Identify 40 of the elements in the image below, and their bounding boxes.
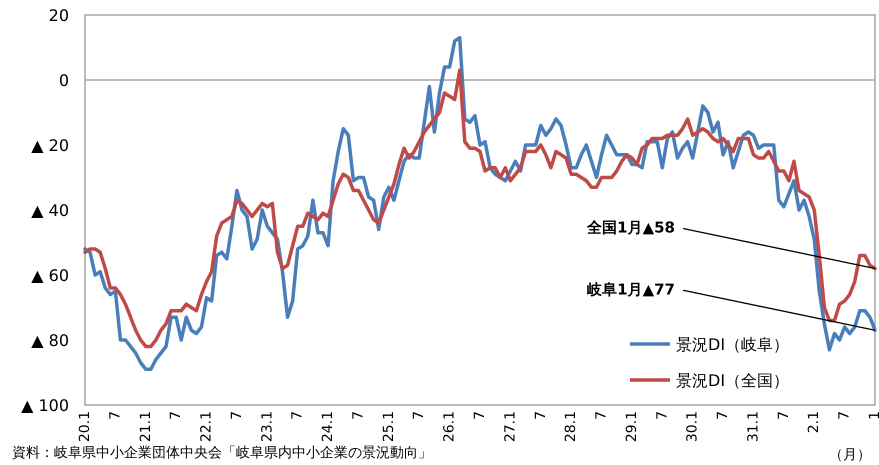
x-tick-label: 7 [836, 411, 853, 420]
x-tick-label: 27.1 [502, 411, 518, 442]
x-tick-label: 22.1 [198, 411, 215, 442]
y-tick-label: 20 [48, 6, 69, 25]
y-tick-label: ▲ 100 [21, 396, 69, 415]
x-tick-label: 26.1 [442, 411, 458, 442]
x-tick-label: 28.1 [563, 411, 580, 442]
x-tick-label: 7 [532, 411, 549, 420]
x-tick-label: 7 [411, 411, 428, 420]
x-tick-label: 7 [168, 411, 184, 420]
x-tick-label: 7 [654, 411, 670, 420]
annotation: 全国1月▲58 [586, 218, 675, 236]
y-tick-label: ▲ 20 [31, 136, 69, 155]
x-tick-label: 23.1 [259, 411, 276, 442]
annotation: 岐阜1月▲77 [587, 280, 675, 298]
text: 資料：岐阜県中小企業団体中央会「岐阜県内中小企業の景況動向」 [12, 445, 432, 461]
x-tick-label: 1 [867, 411, 879, 420]
legend-label: 景況DI（岐阜） [676, 335, 790, 354]
x-tick-label: 7 [290, 411, 306, 420]
x-tick-label: 7 [776, 411, 792, 420]
x-tick-label: 2.1 [806, 411, 822, 434]
y-tick-label: ▲ 60 [31, 266, 69, 285]
x-tick-label: 7 [715, 411, 732, 420]
x-axis-title: （月） [829, 447, 871, 463]
x-tick-label: 7 [472, 411, 488, 420]
x-tick-label: 21.1 [138, 411, 154, 442]
x-tick-label: 29.1 [624, 411, 640, 442]
x-tick-label: 7 [107, 411, 124, 420]
y-tick-label: ▲ 80 [31, 331, 69, 350]
x-tick-label: 7 [350, 411, 366, 420]
x-tick-label: 31.1 [745, 411, 762, 442]
x-tick-label: 30.1 [684, 411, 701, 442]
x-tick-label: 7 [594, 411, 610, 420]
y-tick-label: 0 [58, 71, 69, 90]
x-tick-label: 25.1 [380, 411, 397, 442]
x-tick-label: 20.1 [77, 411, 93, 442]
y-tick-label: ▲ 40 [31, 201, 69, 220]
legend-label: 景況DI（全国） [676, 371, 790, 390]
x-tick-label: 24.1 [320, 411, 336, 442]
x-tick-label: 7 [228, 411, 245, 420]
